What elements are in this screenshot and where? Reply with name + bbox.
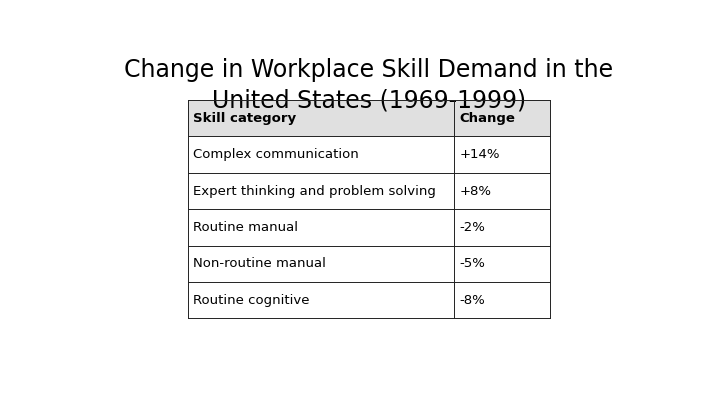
Text: Non-routine manual: Non-routine manual [193,257,326,270]
Text: +8%: +8% [460,185,492,198]
Text: Skill category: Skill category [193,112,297,125]
Text: -2%: -2% [460,221,486,234]
Text: Routine manual: Routine manual [193,221,298,234]
Text: Expert thinking and problem solving: Expert thinking and problem solving [193,185,436,198]
Text: -8%: -8% [460,294,485,307]
Text: Complex communication: Complex communication [193,148,359,161]
Text: Routine cognitive: Routine cognitive [193,294,310,307]
Text: Change in Workplace Skill Demand in the
United States (1969-1999): Change in Workplace Skill Demand in the … [125,58,613,113]
Text: +14%: +14% [460,148,500,161]
Text: -5%: -5% [460,257,486,270]
Text: Change: Change [460,112,516,125]
